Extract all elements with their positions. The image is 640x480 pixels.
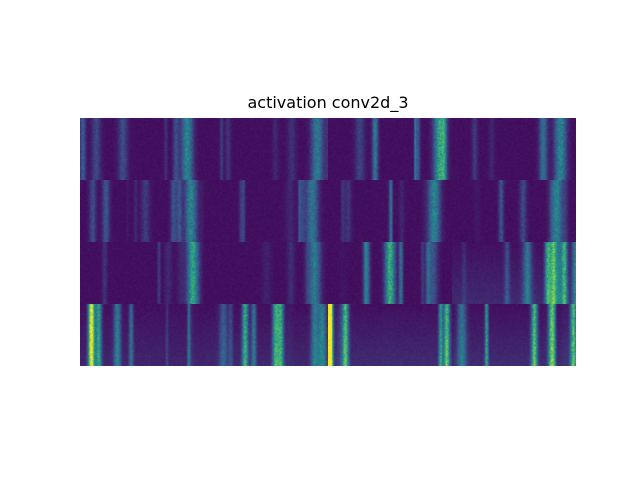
- activation-tile: [204, 180, 328, 242]
- activation-map-image: [80, 118, 204, 180]
- activation-map-image: [80, 180, 204, 242]
- activation-map-image: [452, 180, 576, 242]
- activation-map-image: [328, 118, 452, 180]
- activation-tile: [452, 118, 576, 180]
- activation-tile: [204, 304, 328, 366]
- activation-tile: [80, 118, 204, 180]
- activation-tile: [328, 118, 452, 180]
- activation-grid: [80, 118, 576, 366]
- activation-tile: [80, 180, 204, 242]
- activation-map-image: [204, 180, 328, 242]
- activation-tile: [328, 242, 452, 304]
- activation-map-image: [328, 180, 452, 242]
- activation-tile: [204, 242, 328, 304]
- activation-map-image: [452, 304, 576, 366]
- activation-tile: [452, 180, 576, 242]
- activation-map-image: [452, 118, 576, 180]
- activation-map-image: [452, 242, 576, 304]
- activation-tile: [80, 304, 204, 366]
- activation-map-image: [204, 118, 328, 180]
- activation-tile: [328, 304, 452, 366]
- activation-map-image: [80, 242, 204, 304]
- activation-map-image: [204, 304, 328, 366]
- figure-title: activation conv2d_3: [0, 92, 640, 114]
- activation-tile: [204, 118, 328, 180]
- activation-tile: [452, 242, 576, 304]
- activation-tile: [328, 180, 452, 242]
- activation-tile: [452, 304, 576, 366]
- activation-map-image: [80, 304, 204, 366]
- activation-tile: [80, 242, 204, 304]
- activation-map-image: [204, 242, 328, 304]
- activation-map-image: [328, 304, 452, 366]
- activation-map-image: [328, 242, 452, 304]
